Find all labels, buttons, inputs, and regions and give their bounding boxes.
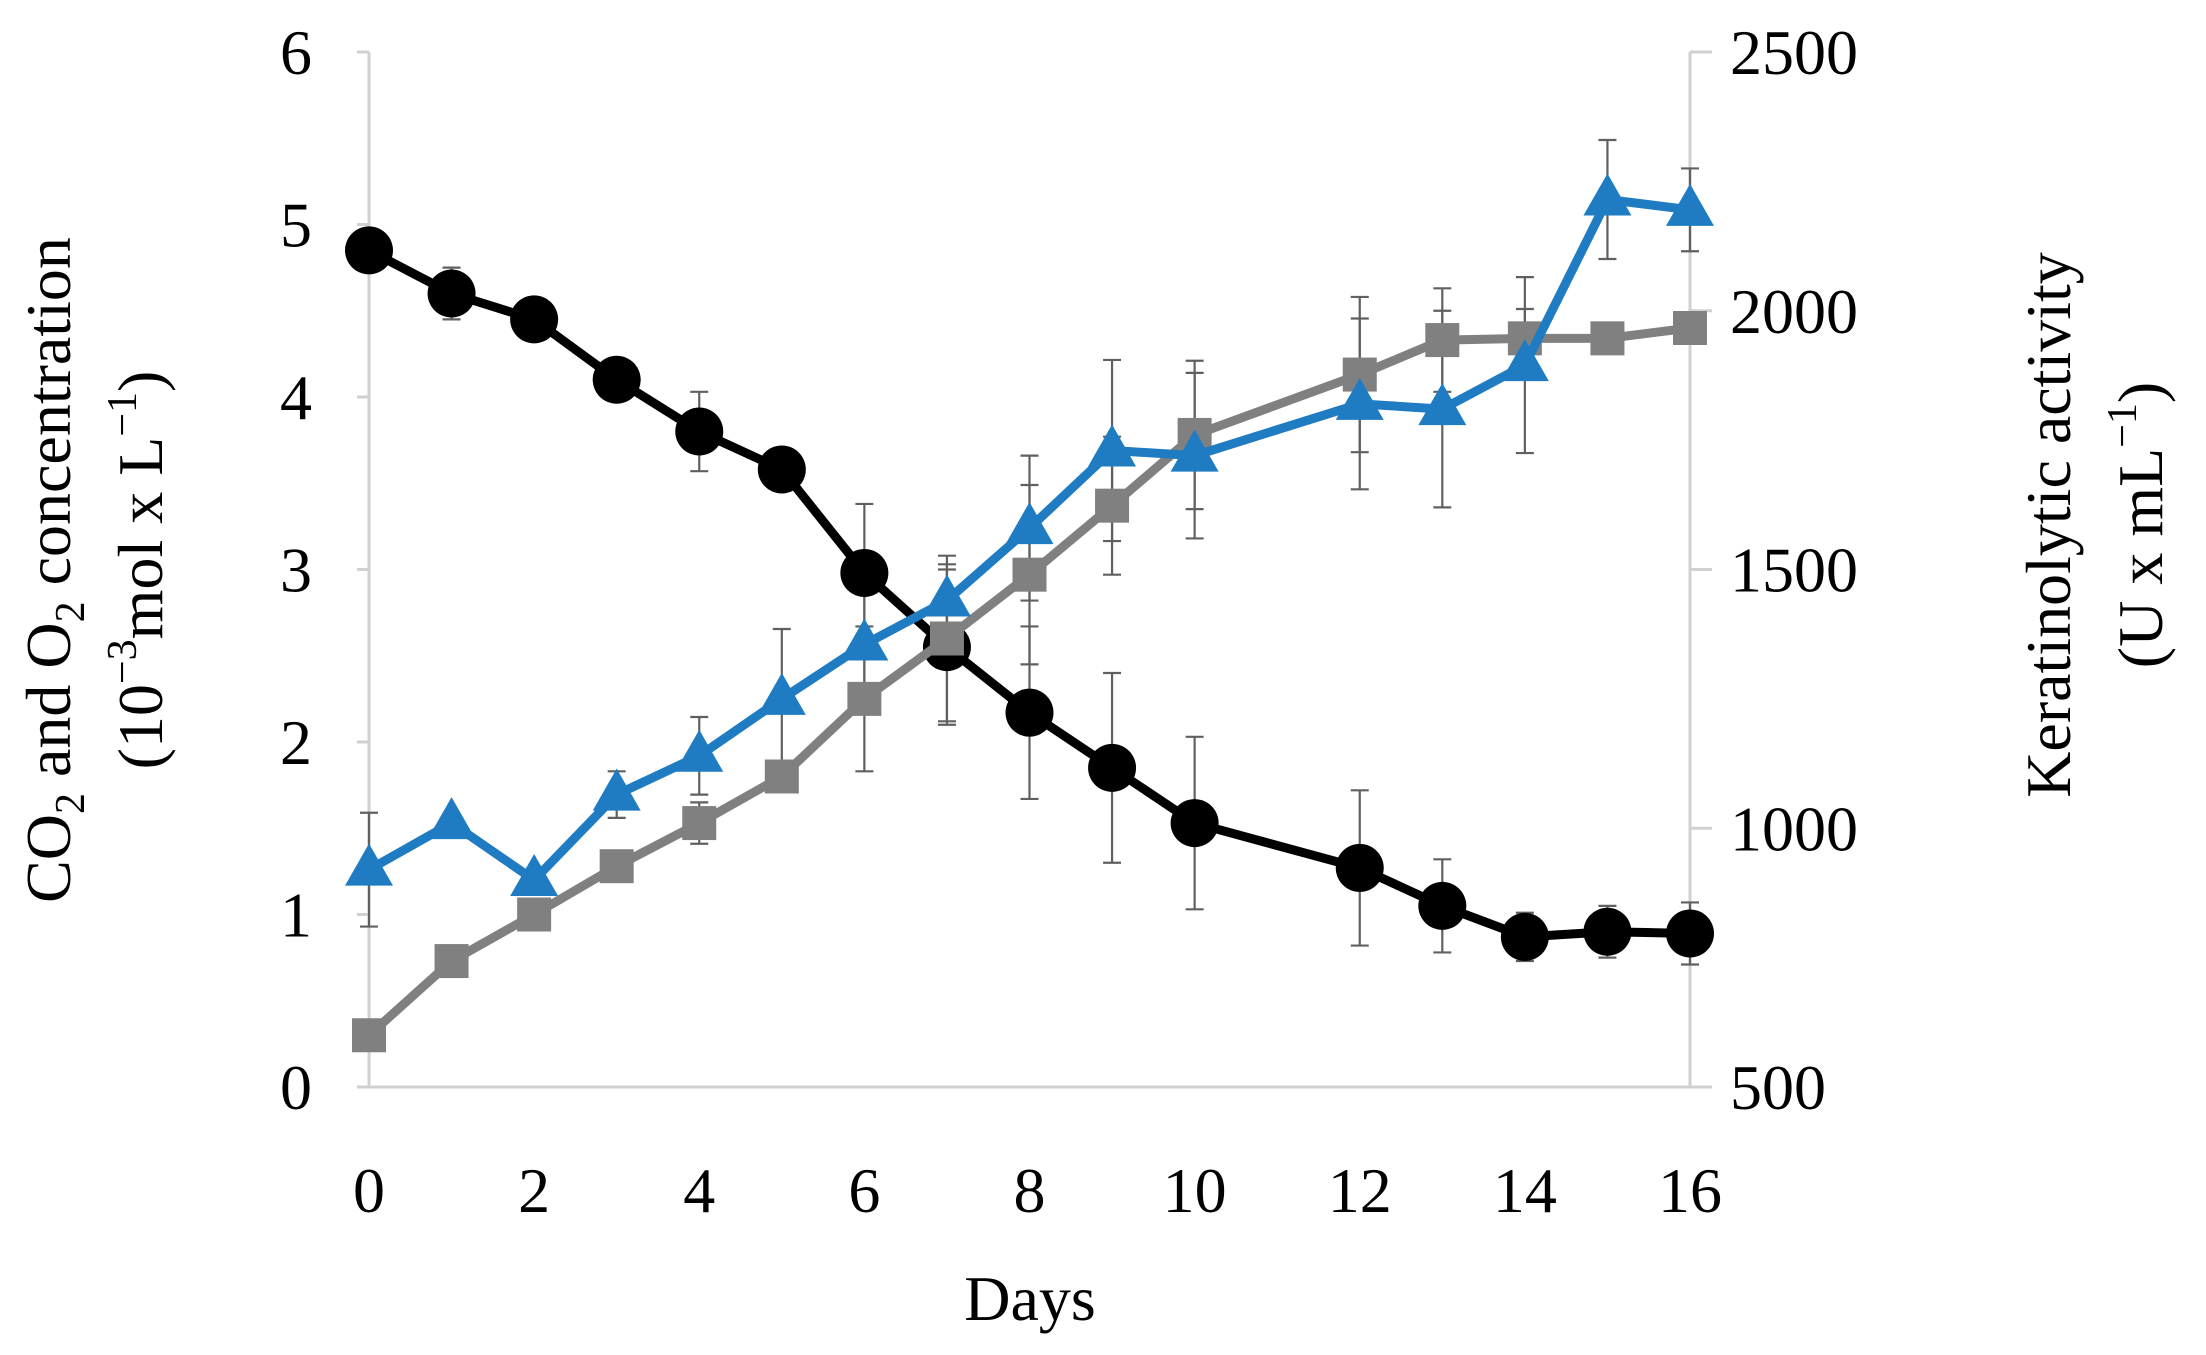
data-point-co2 [1095,488,1130,523]
data-point-o2 [510,295,559,344]
data-point-keratinolytic-activity [592,768,641,811]
left-axis-ticks: 0 1 2 3 4 5 6 [280,17,369,1123]
data-point-o2 [1335,843,1384,892]
data-point-keratinolytic-activity [1418,383,1467,426]
data-point-co2 [1012,557,1047,592]
left-axis-title: CO2 and O2 concentration (10−3mol x L−1) [13,237,176,903]
data-point-keratinolytic-activity [675,729,724,772]
data-point-o2 [1005,688,1054,737]
data-point-co2 [1590,321,1625,356]
left-title-close: ) [105,371,176,392]
left-tick-label: 3 [280,535,312,606]
data-point-o2 [757,445,806,494]
left-title-o-sub: 2 [48,601,94,622]
data-point-co2 [352,1018,386,1053]
data-point-keratinolytic-activity [1005,502,1054,545]
x-tick-label: 0 [353,1155,385,1226]
data-point-o2 [1583,907,1632,956]
left-tick-label: 6 [280,17,312,88]
series-line-o2 [366,246,1691,942]
right-title-line1: Keratinolytic activity [2013,252,2084,798]
right-tick-label: 2000 [1730,276,1858,347]
data-point-co2 [599,849,634,884]
svg-text:(10−3mol x L−1): (10−3mol x L−1) [100,371,176,770]
left-title-exp1: −3 [100,639,146,684]
data-point-o2 [1500,912,1549,961]
data-point-o2 [592,355,641,404]
x-tick-label: 10 [1163,1155,1227,1226]
right-tick-label: 1500 [1730,535,1858,606]
data-point-co2 [1673,311,1707,345]
data-point-keratinolytic-activity [1666,183,1714,226]
x-tick-label: 4 [683,1155,715,1226]
data-point-keratinolytic-activity [757,672,806,715]
data-point-co2 [764,759,799,794]
data-point-co2 [682,806,717,841]
svg-text:(U x mL−1): (U x mL−1) [2100,382,2176,668]
left-tick-label: 4 [280,362,312,433]
series-line-keratinolytic-activity [366,194,1691,885]
data-point-o2 [1666,909,1714,958]
left-title-exp2: −1 [100,392,146,437]
left-title-co: CO [13,814,84,903]
series-keratinolytic-activity [345,173,1714,896]
data-point-keratinolytic-activity [345,843,393,886]
x-tick-label: 12 [1328,1155,1392,1226]
x-tick-label: 8 [1014,1155,1046,1226]
data-point-o2 [675,407,724,456]
data-point-o2 [1170,799,1219,848]
series-co2 [352,311,1707,1053]
svg-text:CO2 and O2 concentration: CO2 and O2 concentration [13,237,94,903]
data-point-keratinolytic-activity [922,574,971,617]
right-title-exp: −1 [2100,403,2146,448]
data-point-keratinolytic-activity [427,797,476,840]
left-tick-label: 2 [280,707,312,778]
right-tick-label: 1000 [1730,793,1858,864]
right-tick-label: 500 [1730,1052,1826,1123]
left-tick-label: 1 [280,880,312,951]
right-axis-title: Keratinolytic activity (U x mL−1) [2013,252,2176,798]
right-title-close: ) [2105,382,2176,403]
x-axis-ticks: 0 2 4 6 8 10 12 14 16 [353,1155,1722,1226]
left-tick-label: 0 [280,1052,312,1123]
data-point-o2 [1418,881,1467,930]
series-o2 [345,226,1714,961]
series-layer [345,138,1714,1053]
left-title-paren: (10 [105,684,176,769]
left-title-co-sub: 2 [48,793,94,814]
data-point-o2 [840,548,889,597]
data-point-keratinolytic-activity [1500,339,1549,382]
data-point-keratinolytic-activity [840,618,889,661]
data-point-co2 [434,944,469,979]
data-point-o2 [345,226,393,275]
data-point-co2 [929,621,964,656]
data-point-o2 [1088,743,1137,792]
x-axis-title: Days [964,1263,1096,1334]
x-tick-label: 14 [1493,1155,1557,1226]
right-axis-ticks: 500 1000 1500 2000 2500 [1690,17,1858,1123]
data-point-keratinolytic-activity [1583,173,1632,216]
data-point-keratinolytic-activity [510,854,559,896]
data-point-keratinolytic-activity [1335,377,1384,420]
data-point-keratinolytic-activity [1088,424,1137,467]
data-point-o2 [427,269,476,318]
data-point-keratinolytic-activity [1170,429,1219,472]
data-point-co2 [1425,323,1460,358]
left-tick-label: 5 [280,190,312,261]
data-point-co2 [517,897,552,932]
series-line-co2 [365,323,1691,1039]
data-point-co2 [847,681,882,716]
right-tick-label: 2500 [1730,17,1858,88]
left-title-concentration: concentration [13,237,84,601]
left-title-and-o: and O [13,622,84,793]
right-title-unit: (U x mL [2105,448,2176,668]
x-tick-label: 6 [848,1155,880,1226]
x-tick-label: 2 [518,1155,550,1226]
x-tick-label: 16 [1658,1155,1722,1226]
left-title-mol: mol x L [105,437,176,640]
